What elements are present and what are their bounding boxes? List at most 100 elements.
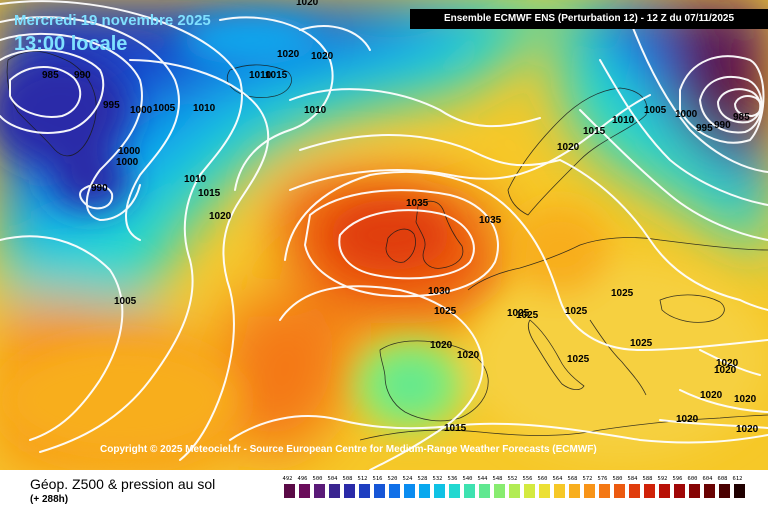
isobar-label: 1035: [479, 215, 502, 226]
scale-tick-label: 552: [507, 476, 518, 482]
italy-coast: [528, 319, 585, 390]
scale-tick-label: 592: [657, 476, 668, 482]
scale-tick-label: 516: [372, 476, 383, 482]
scale-swatch: [659, 484, 670, 498]
scale-swatch: [449, 484, 460, 498]
isobar-label: 1020: [700, 390, 723, 401]
isobar-label: 1010: [612, 115, 635, 126]
isobar-label: 1015: [583, 126, 606, 137]
scale-tick-label: 600: [687, 476, 698, 482]
isobar-label: 1005: [153, 103, 176, 114]
isobar-label: 1020: [277, 49, 300, 60]
isobar-1015: [129, 59, 270, 461]
isobar-985-east: [733, 95, 762, 118]
africa-coast: [359, 414, 768, 441]
britain-coast: [415, 200, 464, 269]
forecast-local-time: 13:00 locale: [14, 33, 128, 55]
scale-swatch: [419, 484, 430, 498]
isobar-label: 1020: [430, 340, 453, 351]
scale-swatch: [509, 484, 520, 498]
isobar-label: 1000: [118, 146, 141, 157]
scale-tick-label: 608: [717, 476, 728, 482]
isobar-label: 1005: [644, 105, 667, 116]
isobar-995: [0, 32, 143, 222]
isobar-label: 1015: [198, 188, 221, 199]
isobar-label: 990: [91, 183, 108, 194]
isobar-label: 1025: [516, 310, 539, 321]
black-sea-coast: [659, 294, 725, 323]
scale-swatch: [404, 484, 415, 498]
iberia-coast: [379, 340, 489, 422]
scale-tick-label: 556: [522, 476, 533, 482]
norway-coast: [507, 87, 648, 216]
scale-tick-label: 588: [642, 476, 653, 482]
isobar-label: 1020: [209, 211, 232, 222]
isobar-1010: [0, 0, 243, 453]
scale-tick-label: 568: [567, 476, 578, 482]
scale-tick-label: 512: [357, 476, 368, 482]
map-canvas: [0, 0, 768, 470]
scale-swatch: [284, 484, 295, 498]
isobar-1020-se-a: [699, 349, 761, 376]
copyright-notice: Copyright © 2025 Meteociel.fr - Source E…: [100, 444, 597, 455]
isobar-label: 1005: [114, 296, 137, 307]
scale-swatch: [599, 484, 610, 498]
isobar-label: 1020: [296, 0, 319, 8]
scale-swatch: [719, 484, 730, 498]
ireland-coast: [385, 228, 416, 263]
isobar-label: 1025: [611, 288, 634, 299]
isobar-label: 1035: [406, 198, 429, 209]
scale-swatch: [314, 484, 325, 498]
isobar-label: 995: [103, 100, 120, 111]
scale-swatch: [584, 484, 595, 498]
isobar-label: 990: [74, 70, 91, 81]
isobar-label: 1010: [249, 70, 272, 81]
europe-coast: [467, 237, 768, 291]
scale-tick-label: 596: [672, 476, 683, 482]
scale-tick-label: 536: [447, 476, 458, 482]
scale-tick-label: 576: [597, 476, 608, 482]
isobar-label: 1025: [565, 306, 588, 317]
isobar-1020-b: [299, 25, 371, 51]
scale-tick-label: 548: [492, 476, 503, 482]
isobar-1035: [338, 209, 475, 280]
balkans-coast: [589, 319, 647, 396]
isobar-1015-south: [229, 415, 768, 444]
scale-tick-label: 604: [702, 476, 713, 482]
isobar-1005-west: [0, 235, 124, 441]
isobar-1020-mid: [289, 94, 651, 191]
scale-tick-label: 544: [477, 476, 488, 482]
isobar-1015-east: [579, 109, 768, 241]
scale-tick-label: 612: [732, 476, 743, 482]
model-run-banner: Ensemble ECMWF ENS (Perturbation 12) - 1…: [410, 9, 768, 29]
scale-swatch: [704, 484, 715, 498]
scale-tick-label: 540: [462, 476, 473, 482]
isobar-label: 1000: [675, 109, 698, 120]
isobars: [0, 0, 768, 470]
scale-swatch: [464, 484, 475, 498]
isobar-label: 1015: [265, 70, 288, 81]
scale-swatch: [494, 484, 505, 498]
scale-swatch: [524, 484, 535, 498]
scale-swatch: [629, 484, 640, 498]
isobar-label: 1010: [184, 174, 207, 185]
isobar-1030: [303, 189, 499, 298]
isobar-985-greenland: [9, 66, 82, 118]
isobar-label: 1020: [716, 358, 739, 369]
scale-tick-label: 500: [312, 476, 323, 482]
isobar-1010-north: [289, 88, 541, 128]
lead-time: (+ 288h): [30, 494, 69, 505]
map-footer: Géop. Z500 & pression au sol (+ 288h) 49…: [0, 470, 768, 512]
isobar-label: 990: [714, 120, 731, 131]
greenland-coast: [6, 50, 97, 157]
isobar-1020-se-c: [659, 419, 768, 429]
scale-swatch: [479, 484, 490, 498]
scale-swatch: [569, 484, 580, 498]
scale-swatch: [614, 484, 625, 498]
scale-tick-label: 560: [537, 476, 548, 482]
scale-tick-label: 504: [327, 476, 338, 482]
isobar-label: 1010: [304, 105, 327, 116]
scale-swatch: [674, 484, 685, 498]
scale-swatch: [539, 484, 550, 498]
isobar-990: [0, 49, 105, 134]
